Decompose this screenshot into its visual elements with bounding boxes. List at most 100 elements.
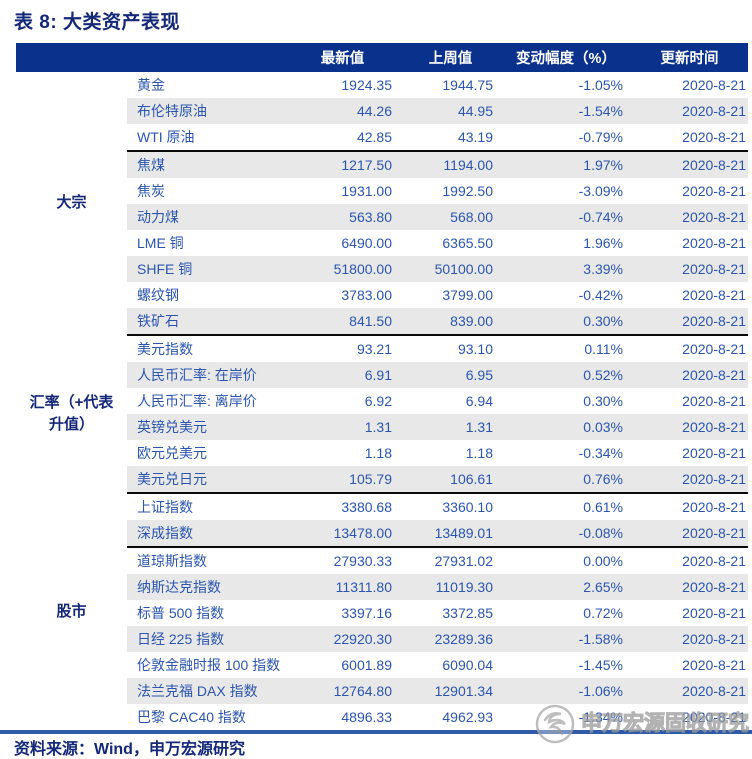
- cell-latest-value: 12764.80: [333, 683, 392, 699]
- cell-latest-value: 105.79: [349, 471, 392, 487]
- table-row: SHFE 铜 51800.00 50100.00 3.39% 2020-8-21: [127, 256, 748, 282]
- cell-latest-value: 4896.33: [341, 709, 392, 725]
- table-row: WTI 原油 42.85 43.19 -0.79% 2020-8-21: [127, 124, 748, 150]
- cell-change-pct: 0.30%: [583, 313, 623, 329]
- cell-update-date: 2020-8-21: [682, 683, 746, 699]
- table-row: 道琼斯指数 27930.33 27931.02 0.00% 2020-8-21: [127, 548, 748, 574]
- cell-asset-name: 动力煤: [137, 209, 179, 225]
- cell-prev-value: 3360.10: [442, 499, 493, 515]
- cell-latest-value: 1217.50: [341, 157, 392, 173]
- table-row: 深成指数 13478.00 13489.01 -0.08% 2020-8-21: [127, 520, 748, 546]
- cell-asset-name: 英镑兑美元: [137, 419, 207, 435]
- cell-prev-value: 27931.02: [434, 553, 493, 569]
- cell-update-date: 2020-8-21: [682, 445, 746, 461]
- cell-latest-value: 6.92: [364, 393, 392, 409]
- cell-change-pct: -0.42%: [578, 287, 623, 303]
- section-separator: [127, 546, 748, 548]
- cell-asset-name: 标普 500 指数: [137, 605, 225, 621]
- cell-change-pct: -1.45%: [578, 657, 623, 673]
- table-row: 美元指数 93.21 93.10 0.11% 2020-8-21: [127, 336, 748, 362]
- cell-latest-value: 6490.00: [341, 235, 392, 251]
- cell-prev-value: 1194.00: [443, 157, 493, 173]
- table-row: 法兰克福 DAX 指数 12764.80 12901.34 -1.06% 2020-8-…: [127, 678, 748, 704]
- cell-asset-name: 铁矿石: [137, 313, 179, 329]
- cell-prev-value: 44.95: [457, 103, 493, 119]
- table-row: 黄金 1924.35 1944.75 -1.05% 2020-8-21: [127, 72, 748, 98]
- group-separator: [127, 334, 748, 336]
- cell-prev-value: 106.61: [450, 471, 493, 487]
- group-label-equities: 股市: [16, 494, 127, 730]
- cell-latest-value: 11311.80: [335, 579, 392, 595]
- cell-asset-name: 黄金: [137, 77, 165, 93]
- cell-change-pct: 1.97%: [583, 157, 623, 173]
- cell-prev-value: 1.18: [465, 445, 493, 461]
- cell-latest-value: 841.50: [349, 313, 392, 329]
- cell-asset-name: 道琼斯指数: [137, 553, 207, 569]
- group-label-line: 股市: [56, 603, 87, 621]
- cell-change-pct: 2.65%: [583, 579, 623, 595]
- cell-update-date: 2020-8-21: [682, 313, 746, 329]
- group-rows: 上证指数 3380.68 3360.10 0.61% 2020-8-21 深成指数 1347…: [127, 494, 748, 730]
- cell-change-pct: -1.05%: [578, 77, 623, 93]
- cell-update-date: 2020-8-21: [682, 235, 746, 251]
- column-header-update-time: 更新时间: [660, 51, 719, 67]
- table-row: LME 铜 6490.00 6365.50 1.96% 2020-8-21: [127, 230, 748, 256]
- cell-change-pct: -3.09%: [578, 183, 623, 199]
- cell-update-date: 2020-8-21: [682, 631, 746, 647]
- cell-prev-value: 839.00: [450, 313, 493, 329]
- table-title: 表 8: 大类资产表现: [14, 12, 180, 33]
- table-body: 大宗 黄金 1924.35 1944.75 -1.05% 2020-8-21 布伦特原油 44…: [16, 72, 748, 730]
- cell-asset-name: 人民币汇率: 离岸价: [137, 393, 257, 409]
- cell-asset-name: 日经 225 指数: [137, 631, 225, 647]
- group-separator: [127, 492, 748, 494]
- cell-prev-value: 11019.30: [435, 579, 493, 595]
- cell-prev-value: 3372.85: [442, 605, 493, 621]
- cell-asset-name: 深成指数: [137, 525, 193, 541]
- cell-update-date: 2020-8-21: [682, 657, 746, 673]
- cell-latest-value: 22920.30: [333, 631, 392, 647]
- cell-change-pct: 0.30%: [583, 393, 623, 409]
- cell-asset-name: 布伦特原油: [137, 103, 207, 119]
- cell-asset-name: 上证指数: [137, 499, 193, 515]
- cell-latest-value: 6001.89: [341, 657, 392, 673]
- group-label-line: 大宗: [56, 194, 87, 212]
- column-header-prev-week: 上周值: [428, 51, 473, 67]
- asset-performance-table: 最新值 上周值 变动幅度（%） 更新时间 大宗 黄金 1924.35 1944.75 -…: [16, 43, 748, 730]
- cell-change-pct: 0.52%: [583, 367, 623, 383]
- cell-latest-value: 3397.16: [341, 605, 392, 621]
- cell-change-pct: -1.34%: [578, 709, 623, 725]
- cell-change-pct: -0.08%: [578, 525, 623, 541]
- cell-update-date: 2020-8-21: [682, 367, 746, 383]
- column-header-change-pct: 变动幅度（%）: [516, 51, 616, 67]
- cell-prev-value: 6.95: [465, 367, 493, 383]
- cell-prev-value: 6365.50: [442, 235, 493, 251]
- column-header-latest: 最新值: [320, 51, 365, 67]
- cell-prev-value: 23289.36: [434, 631, 493, 647]
- group-equities: 股市 上证指数 3380.68 3360.10 0.61% 2020-8-21 深成指数 13…: [16, 494, 748, 730]
- cell-change-pct: -0.74%: [578, 209, 623, 225]
- table-row: 纳斯达克指数 11311.80 11019.30 2.65% 2020-8-21: [127, 574, 748, 600]
- table-row: 日经 225 指数 22920.30 23289.36 -1.58% 2020-8-21: [127, 626, 748, 652]
- group-commodities: 大宗 黄金 1924.35 1944.75 -1.05% 2020-8-21 布伦特原油 44…: [16, 72, 748, 334]
- cell-latest-value: 1931.00: [341, 183, 392, 199]
- group-rows: 美元指数 93.21 93.10 0.11% 2020-8-21 人民币汇率: 在岸价 6.…: [127, 336, 748, 492]
- cell-update-date: 2020-8-21: [682, 157, 746, 173]
- group-fx: 汇率（+代表 升值） 美元指数 93.21 93.10 0.11% 2020-8-21 人民币…: [16, 336, 748, 492]
- cell-prev-value: 4962.93: [442, 709, 493, 725]
- cell-update-date: 2020-8-21: [682, 287, 746, 303]
- table-row: 铁矿石 841.50 839.00 0.30% 2020-8-21: [127, 308, 748, 334]
- cell-update-date: 2020-8-21: [682, 553, 746, 569]
- cell-latest-value: 51800.00: [333, 261, 392, 277]
- cell-asset-name: WTI 原油: [137, 129, 195, 145]
- cell-update-date: 2020-8-21: [682, 261, 746, 277]
- cell-change-pct: 0.00%: [583, 553, 623, 569]
- cell-change-pct: -1.58%: [578, 631, 623, 647]
- cell-latest-value: 1924.35: [341, 77, 392, 93]
- cell-change-pct: -1.54%: [578, 103, 623, 119]
- cell-update-date: 2020-8-21: [682, 183, 746, 199]
- cell-asset-name: 焦炭: [137, 183, 165, 199]
- cell-asset-name: 巴黎 CAC40 指数: [137, 709, 246, 725]
- cell-update-date: 2020-8-21: [682, 471, 746, 487]
- cell-update-date: 2020-8-21: [682, 579, 746, 595]
- cell-change-pct: 0.11%: [584, 341, 623, 357]
